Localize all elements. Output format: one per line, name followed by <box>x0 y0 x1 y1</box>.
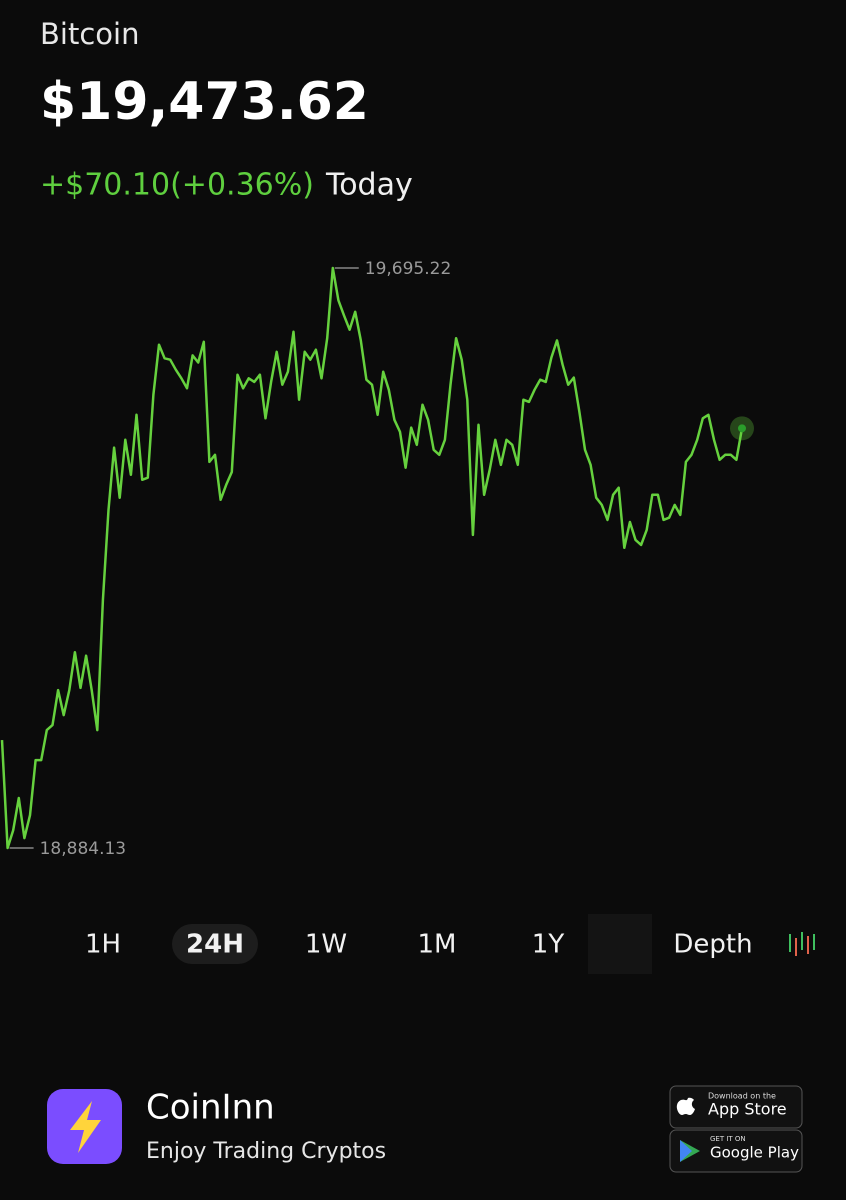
appstore-badge[interactable] <box>669 1085 803 1129</box>
footer: CoinInn Enjoy Trading Cryptos Download o… <box>47 1085 803 1173</box>
period: Today <box>325 168 413 203</box>
tab[interactable]: 1M <box>418 930 457 960</box>
googleplay-badge[interactable] <box>669 1129 803 1173</box>
play-icon-inner <box>680 1140 692 1162</box>
tab[interactable]: Depth <box>673 930 752 960</box>
tab[interactable]: 1W <box>305 930 347 960</box>
appstore-big: App Store <box>708 1100 787 1119</box>
tab[interactable]: 1Y <box>532 930 565 960</box>
price-change: +$70.10(+0.36%) <box>40 168 314 203</box>
annotation-label: 18,884.13 <box>40 839 127 859</box>
tab-selected-bg <box>172 924 258 964</box>
coin-name: Bitcoin <box>40 17 139 51</box>
price: $19,473.62 <box>40 72 369 132</box>
apple-icon <box>676 1097 695 1115</box>
tab[interactable]: 24H <box>186 930 244 960</box>
tab[interactable]: 1H <box>85 930 121 960</box>
candle-icon[interactable] <box>789 932 815 956</box>
tab-bar: 1H 24H 1W 1M 1Y Depth <box>85 914 815 974</box>
logo-bolt <box>70 1101 101 1153</box>
price-line <box>0 266 744 850</box>
googleplay-small: GET IT ON <box>710 1135 746 1143</box>
googleplay-big: Google Play <box>710 1144 799 1162</box>
app-name: CoinInn <box>146 1088 275 1128</box>
annotation-label: 19,695.22 <box>365 259 452 279</box>
appstore-small: Download on the <box>708 1092 776 1101</box>
tab-blank <box>588 914 652 974</box>
last-point <box>738 424 746 433</box>
tagline: Enjoy Trading Cryptos <box>146 1139 386 1164</box>
